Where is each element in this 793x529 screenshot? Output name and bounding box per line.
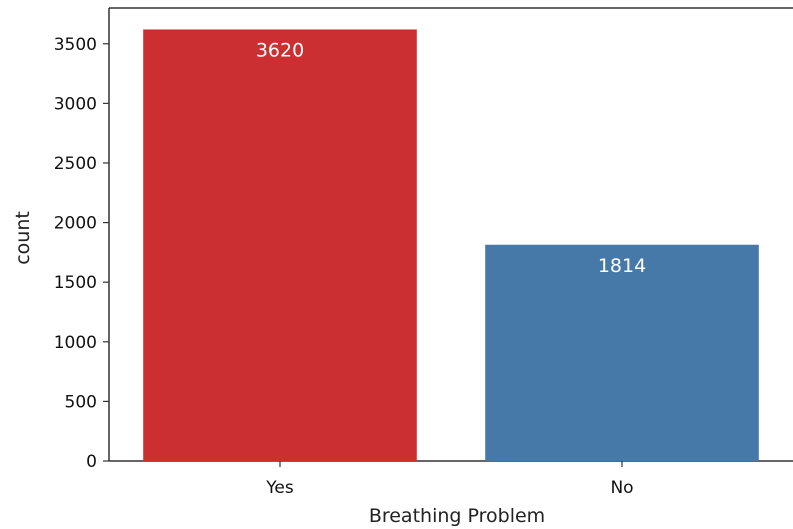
y-axis-label: count [12, 211, 34, 265]
x-axis-ticks: Yes No [265, 461, 634, 498]
y-tick-label: 1000 [54, 333, 97, 353]
x-axis-label: Breathing Problem [369, 505, 545, 527]
y-tick-label: 2000 [54, 214, 97, 234]
y-tick-label: 3500 [54, 35, 97, 55]
bar-no [485, 244, 759, 461]
y-tick-label: 0 [86, 452, 97, 472]
bar-value-label-yes: 3620 [256, 39, 304, 61]
bar-yes [143, 29, 417, 462]
bar-value-label-no: 1814 [598, 255, 646, 277]
x-tick-label-yes: Yes [265, 478, 294, 498]
bars [143, 29, 759, 462]
bar-labels: 3620 1814 [256, 39, 646, 276]
y-tick-label: 2500 [54, 154, 97, 174]
y-tick-label: 500 [65, 392, 97, 412]
x-tick-label-no: No [610, 478, 633, 498]
y-tick-label: 3000 [54, 94, 97, 114]
y-axis-ticks: 0 500 1000 1500 2000 2500 3000 3500 [54, 35, 109, 472]
y-tick-label: 1500 [54, 273, 97, 293]
